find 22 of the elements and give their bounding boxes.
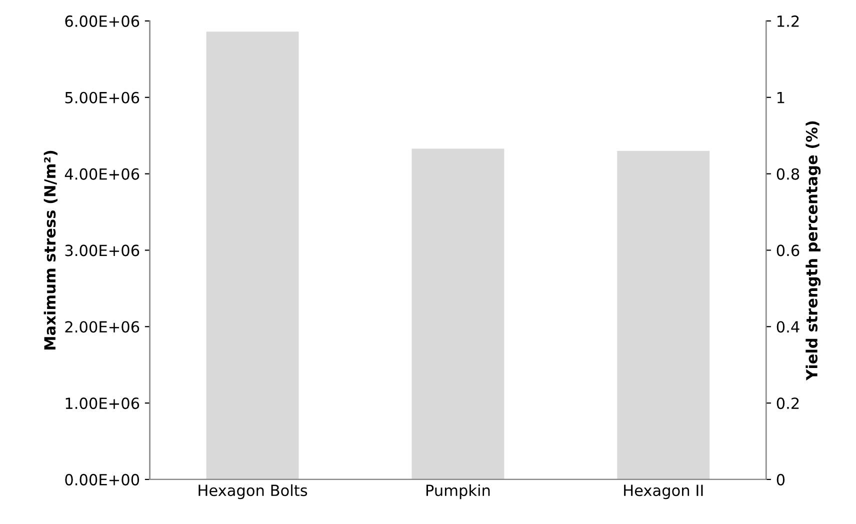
y-tick-label: 5.00E+06 bbox=[65, 92, 140, 104]
y2-tick-label: 0.6 bbox=[776, 244, 800, 256]
y-tick-label: 3.00E+06 bbox=[65, 244, 140, 256]
y-axis-title: Maximum stress (N/m²) bbox=[44, 150, 58, 350]
y-tick-label: 0.00E+00 bbox=[65, 474, 140, 486]
y-tick-label: 6.00E+06 bbox=[65, 15, 140, 27]
bar bbox=[617, 150, 710, 480]
y2-axis-title: Yield strength percentage (%) bbox=[806, 121, 821, 381]
y2-tick-label: 0 bbox=[776, 474, 785, 486]
y-tick-label: 4.00E+06 bbox=[64, 168, 140, 180]
y2-tick-label: 1.2 bbox=[778, 15, 799, 27]
y2-tick-label: 0.8 bbox=[776, 168, 800, 180]
x-tick-label: Hexagon Bolts bbox=[198, 484, 308, 500]
y2-tick-label: 0.2 bbox=[776, 398, 799, 410]
x-tick-label: Hexagon II bbox=[624, 484, 703, 500]
x-tick-label: Pumpkin bbox=[426, 484, 490, 500]
y2-tick-label: 1 bbox=[778, 92, 784, 104]
bar bbox=[412, 148, 504, 480]
y2-tick-label: 0.4 bbox=[776, 321, 800, 333]
y-tick-label: 2.00E+06 bbox=[65, 321, 140, 333]
y-tick-label: 1.00E+06 bbox=[66, 398, 140, 410]
bar bbox=[206, 32, 299, 480]
